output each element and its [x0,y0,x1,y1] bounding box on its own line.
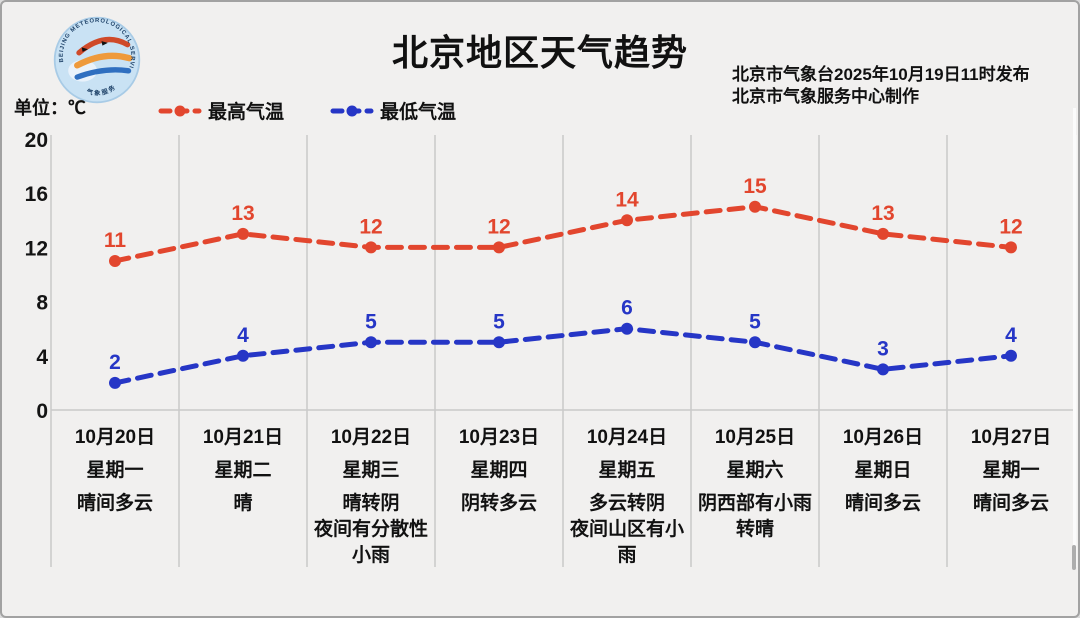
data-point-low [237,349,249,362]
issue-line-1: 北京市气象台2025年10月19日11时发布 [732,65,1030,84]
data-point-high [877,227,889,240]
legend-item-low: 最低气温 [330,97,456,124]
day-date: 10月27日 [970,427,1052,448]
legend-high-swatch-icon [158,105,202,116]
day-column: 10月21日 星期二晴 [179,425,307,569]
day-weekday: 星期六 [726,460,784,481]
legend-item-high: 最高气温 [158,97,284,124]
y-tick-label: 20 [25,129,48,152]
value-label-low: 2 [109,351,121,374]
day-date: 10月21日 [202,427,284,448]
unit-label: 单位：℃ [14,98,86,118]
day-weather: 阴西部有小雨 转晴 [697,493,812,540]
day-weekday: 星期四 [470,460,528,481]
value-label-low: 6 [621,297,633,320]
day-date: 10月22日 [330,427,412,448]
value-label-high: 12 [359,215,382,238]
day-date: 10月25日 [714,427,796,448]
data-point-low [493,336,505,349]
issue-info: 北京市气象台2025年10月19日11时发布 北京市气象服务中心制作 [732,64,1062,108]
y-tick-label: 4 [36,346,48,369]
day-column: 10月25日 星期六阴西部有小雨 转晴 [691,425,819,569]
day-weekday: 星期一 [86,460,144,481]
logo-bird-icon [81,47,88,52]
data-point-low [1005,349,1017,362]
logo-blue-swoosh-icon [74,67,132,80]
day-column: 10月26日 星期日晴间多云 [819,425,947,569]
day-weather: 晴间多云 [76,493,153,514]
value-label-low: 5 [493,310,505,333]
value-label-high: 12 [999,215,1022,238]
legend-high-label: 最高气温 [208,102,285,123]
value-label-high: 13 [231,202,254,225]
data-point-low [621,322,633,335]
issue-line-2: 北京市气象服务中心制作 [732,87,919,106]
data-point-high [493,241,505,254]
day-weekday: 星期一 [982,460,1040,481]
chart-legend: 最高气温 最低气温 [158,97,456,124]
beijing-meteorological-service-logo: BEIJING METEOROLOGICAL SERVICE 气象服务 [52,14,141,104]
data-point-high [1005,241,1017,254]
y-tick-label: 8 [36,292,48,315]
page-title: 北京地区天气趋势 [391,32,688,73]
y-tick-label: 0 [36,400,48,423]
day-weekday: 星期三 [342,460,400,481]
day-column: 10月23日 星期四阴转多云 [435,425,563,569]
scrollbar-track [1073,108,1076,568]
day-date: 10月26日 [842,427,924,448]
value-label-low: 5 [749,310,761,333]
logo-orange-swoosh-icon [74,52,133,69]
x-axis-labels: 10月20日 星期一 晴间多云 10月21日 星期二晴 10月22日 星期三 晴转阴 夜间有分… [51,425,1075,569]
day-column: 10月20日 星期一晴间多云 [51,425,179,569]
day-weather: 阴转多云 [460,493,537,514]
day-column: 10月24日 星期五多云转阴 夜间山区有小 雨 [563,425,691,569]
value-label-high: 13 [871,202,894,225]
value-label-low: 4 [237,324,249,347]
day-weather: 多云转阴 夜间山区有小 雨 [569,493,684,566]
data-point-high [749,200,761,213]
data-point-high [237,227,249,240]
day-weather: 晴间多云 [972,493,1049,514]
series-line-low [112,326,1014,386]
value-label-high: 11 [104,229,127,252]
value-label-high: 12 [487,215,510,238]
day-weekday: 星期二 [214,460,272,481]
y-tick-label: 12 [25,237,48,260]
value-label-low: 5 [365,310,377,333]
y-tick-label: 16 [25,183,48,206]
value-label-low: 3 [877,337,889,360]
data-point-high [109,254,121,267]
scrollbar-thumb[interactable] [1072,545,1076,570]
day-weekday: 星期日 [854,460,912,481]
data-point-low [749,336,761,349]
day-weekday: 星期五 [598,460,656,481]
data-point-low [877,363,889,376]
day-date: 10月20日 [74,427,156,448]
day-weather: 晴转阴 夜间有分散性 小雨 [313,493,428,566]
logo-bird-icon [101,41,108,46]
legend-low-label: 最低气温 [380,102,457,123]
value-label-high: 15 [743,175,767,198]
data-point-low [365,336,377,349]
day-date: 10月24日 [586,427,668,448]
series-line-high [112,204,1014,264]
day-weather: 晴 [233,493,253,514]
day-column: 10月27日 星期一晴间多云 [947,425,1075,569]
data-point-low [109,376,121,389]
value-label-high: 14 [615,188,639,211]
legend-low-swatch-icon [330,105,374,116]
data-point-high [365,241,377,254]
day-date: 10月23日 [458,427,540,448]
value-label-low: 4 [1005,324,1017,347]
day-column: 10月22日 星期三晴转阴 夜间有分散性 小雨 [307,425,435,569]
day-weather: 晴间多云 [844,493,921,514]
data-point-high [621,214,633,227]
